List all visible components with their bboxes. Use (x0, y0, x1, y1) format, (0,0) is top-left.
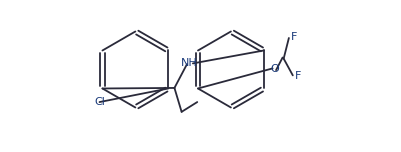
Text: F: F (295, 71, 301, 81)
Text: F: F (291, 32, 297, 42)
Text: Cl: Cl (94, 97, 105, 107)
Text: O: O (270, 64, 279, 74)
Text: NH: NH (181, 58, 198, 68)
